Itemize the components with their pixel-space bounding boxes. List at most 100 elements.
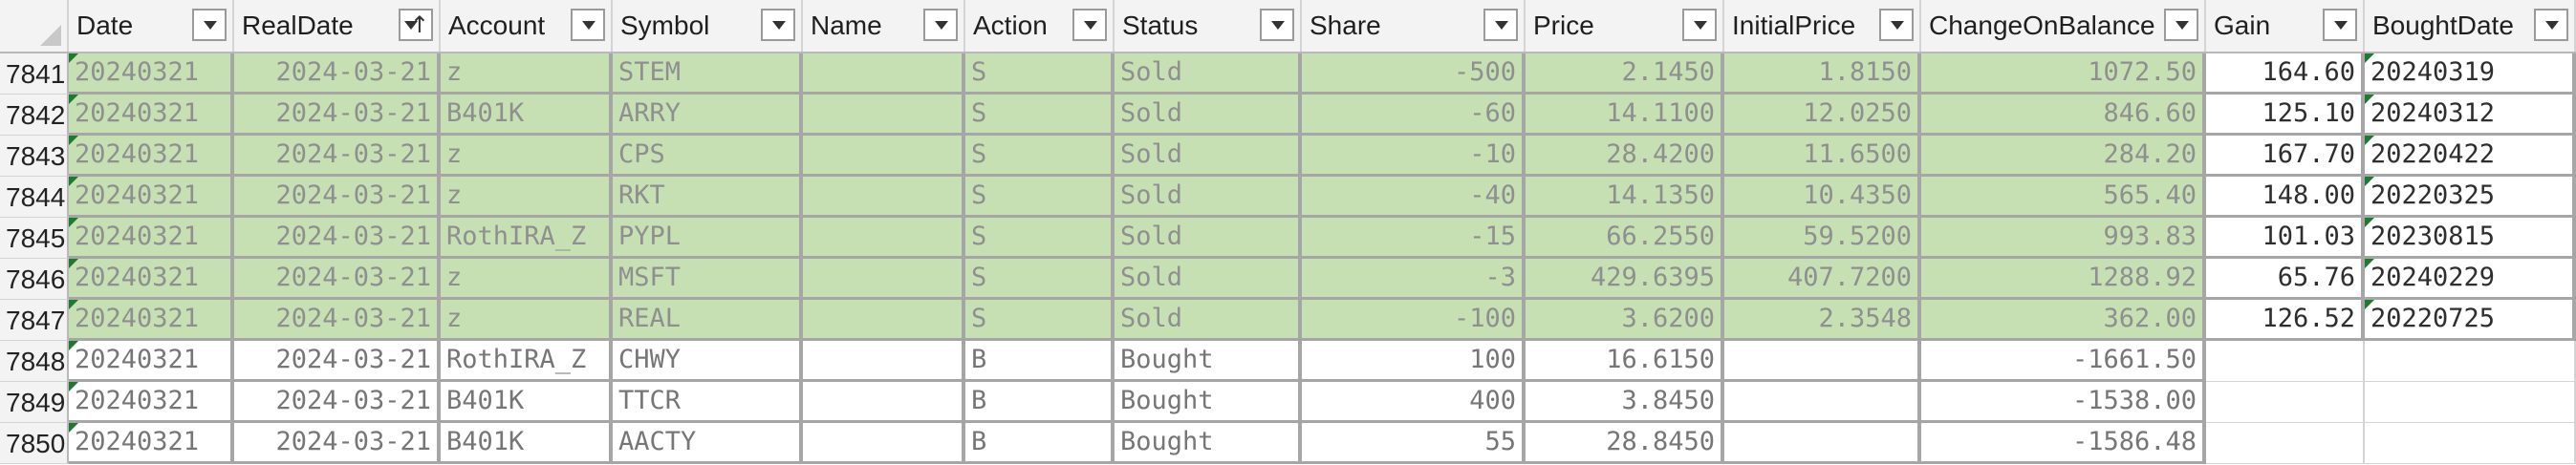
name-cell[interactable] xyxy=(803,218,965,259)
realdate-cell[interactable]: 2024-03-21 xyxy=(234,53,441,95)
status-cell[interactable]: Sold xyxy=(1115,300,1302,341)
account-cell[interactable]: RothIRA_Z xyxy=(441,341,613,382)
share-cell[interactable]: -10 xyxy=(1302,136,1526,177)
initialprice-cell[interactable]: 59.5200 xyxy=(1724,218,1921,259)
date-cell[interactable]: 20240321 xyxy=(69,136,234,177)
symbol-cell[interactable]: MSFT xyxy=(613,259,803,300)
gain-cell[interactable]: 148.00 xyxy=(2206,177,2365,218)
col-name-header[interactable]: Name xyxy=(803,0,965,52)
date-cell[interactable]: 20240321 xyxy=(69,382,234,423)
status-cell[interactable]: Sold xyxy=(1115,218,1302,259)
boughtdate-cell[interactable]: 20240312 xyxy=(2365,95,2576,136)
changeonbalance-cell[interactable]: 362.00 xyxy=(1921,300,2206,341)
action-cell[interactable]: B xyxy=(965,341,1115,382)
status-cell[interactable]: Bought xyxy=(1115,423,1302,464)
boughtdate-cell[interactable]: 20220325 xyxy=(2365,177,2576,218)
boughtdate-cell[interactable]: 20220422 xyxy=(2365,136,2576,177)
account-cell[interactable]: z xyxy=(441,136,613,177)
name-cell[interactable] xyxy=(803,177,965,218)
share-cell[interactable]: 100 xyxy=(1302,341,1526,382)
col-initialprice-header[interactable]: InitialPrice xyxy=(1724,0,1921,52)
col-date-header[interactable]: Date xyxy=(69,0,234,52)
realdate-cell[interactable]: 2024-03-21 xyxy=(234,259,441,300)
realdate-cell[interactable]: 2024-03-21 xyxy=(234,423,441,464)
price-cell[interactable]: 28.4200 xyxy=(1526,136,1724,177)
symbol-cell[interactable]: STEM xyxy=(613,53,803,95)
date-cell[interactable]: 20240321 xyxy=(69,218,234,259)
gain-cell[interactable] xyxy=(2206,382,2365,423)
action-cell[interactable]: S xyxy=(965,177,1115,218)
boughtdate-cell[interactable] xyxy=(2365,382,2576,423)
name-cell[interactable] xyxy=(803,300,965,341)
price-cell[interactable]: 3.6200 xyxy=(1526,300,1724,341)
gain-cell[interactable] xyxy=(2206,341,2365,382)
status-cell[interactable]: Sold xyxy=(1115,177,1302,218)
date-cell[interactable]: 20240321 xyxy=(69,95,234,136)
action-cell[interactable]: S xyxy=(965,53,1115,95)
share-cell[interactable]: 400 xyxy=(1302,382,1526,423)
table-row[interactable]: 7846 20240321 2024-03-21 z MSFT S Sold -3 429.63… xyxy=(0,259,2576,300)
price-cell[interactable]: 66.2550 xyxy=(1526,218,1724,259)
changeonbalance-cell[interactable]: 565.40 xyxy=(1921,177,2206,218)
symbol-cell[interactable]: RKT xyxy=(613,177,803,218)
price-cell[interactable]: 14.1350 xyxy=(1526,177,1724,218)
date-cell[interactable]: 20240321 xyxy=(69,53,234,95)
account-cell[interactable]: B401K xyxy=(441,382,613,423)
account-cell[interactable]: RothIRA_Z xyxy=(441,218,613,259)
symbol-cell[interactable]: PYPL xyxy=(613,218,803,259)
action-cell[interactable]: B xyxy=(965,382,1115,423)
changeonbalance-cell[interactable]: 1288.92 xyxy=(1921,259,2206,300)
table-row[interactable]: 7845 20240321 2024-03-21 RothIRA_Z PYPL S Sold… xyxy=(0,218,2576,259)
row-number[interactable]: 7850 xyxy=(0,423,69,464)
changeonbalance-cell[interactable]: -1586.48 xyxy=(1921,423,2206,464)
table-row[interactable]: 7849 20240321 2024-03-21 B401K TTCR B Bought 40… xyxy=(0,382,2576,423)
name-cell[interactable] xyxy=(803,341,965,382)
price-cell[interactable]: 2.1450 xyxy=(1526,53,1724,95)
row-number[interactable]: 7842 xyxy=(0,95,69,136)
table-row[interactable]: 7848 20240321 2024-03-21 RothIRA_Z CHWY B Boug… xyxy=(0,341,2576,382)
status-cell[interactable]: Bought xyxy=(1115,382,1302,423)
filter-dropdown-button[interactable] xyxy=(1483,9,1518,41)
col-status-header[interactable]: Status xyxy=(1115,0,1302,52)
col-changeonbalance-header[interactable]: ChangeOnBalance xyxy=(1921,0,2206,52)
date-cell[interactable]: 20240321 xyxy=(69,423,234,464)
filter-dropdown-button[interactable] xyxy=(1879,9,1914,41)
account-cell[interactable]: B401K xyxy=(441,423,613,464)
symbol-cell[interactable]: AACTY xyxy=(613,423,803,464)
select-all-corner[interactable] xyxy=(0,0,69,52)
name-cell[interactable] xyxy=(803,259,965,300)
filter-dropdown-button[interactable] xyxy=(2323,9,2357,41)
account-cell[interactable]: z xyxy=(441,53,613,95)
share-cell[interactable]: 55 xyxy=(1302,423,1526,464)
changeonbalance-cell[interactable]: 846.60 xyxy=(1921,95,2206,136)
account-cell[interactable]: z xyxy=(441,177,613,218)
symbol-cell[interactable]: ARRY xyxy=(613,95,803,136)
boughtdate-cell[interactable]: 20240229 xyxy=(2365,259,2576,300)
symbol-cell[interactable]: CHWY xyxy=(613,341,803,382)
price-cell[interactable]: 3.8450 xyxy=(1526,382,1724,423)
filter-dropdown-button[interactable] xyxy=(2164,9,2198,41)
action-cell[interactable]: S xyxy=(965,136,1115,177)
date-cell[interactable]: 20240321 xyxy=(69,177,234,218)
col-symbol-header[interactable]: Symbol xyxy=(613,0,803,52)
gain-cell[interactable]: 164.60 xyxy=(2206,53,2365,95)
filter-dropdown-button[interactable] xyxy=(1072,9,1107,41)
realdate-cell[interactable]: 2024-03-21 xyxy=(234,300,441,341)
status-cell[interactable]: Sold xyxy=(1115,95,1302,136)
initialprice-cell[interactable] xyxy=(1724,341,1921,382)
realdate-cell[interactable]: 2024-03-21 xyxy=(234,218,441,259)
row-number[interactable]: 7841 xyxy=(0,53,69,95)
initialprice-cell[interactable]: 10.4350 xyxy=(1724,177,1921,218)
changeonbalance-cell[interactable]: -1538.00 xyxy=(1921,382,2206,423)
initialprice-cell[interactable] xyxy=(1724,423,1921,464)
realdate-cell[interactable]: 2024-03-21 xyxy=(234,341,441,382)
account-cell[interactable]: B401K xyxy=(441,95,613,136)
realdate-cell[interactable]: 2024-03-21 xyxy=(234,177,441,218)
col-realdate-header[interactable]: RealDate ↑ xyxy=(234,0,441,52)
realdate-cell[interactable]: 2024-03-21 xyxy=(234,95,441,136)
gain-cell[interactable]: 65.76 xyxy=(2206,259,2365,300)
row-number[interactable]: 7845 xyxy=(0,218,69,259)
name-cell[interactable] xyxy=(803,382,965,423)
boughtdate-cell[interactable]: 20220725 xyxy=(2365,300,2576,341)
boughtdate-cell[interactable] xyxy=(2365,341,2576,382)
